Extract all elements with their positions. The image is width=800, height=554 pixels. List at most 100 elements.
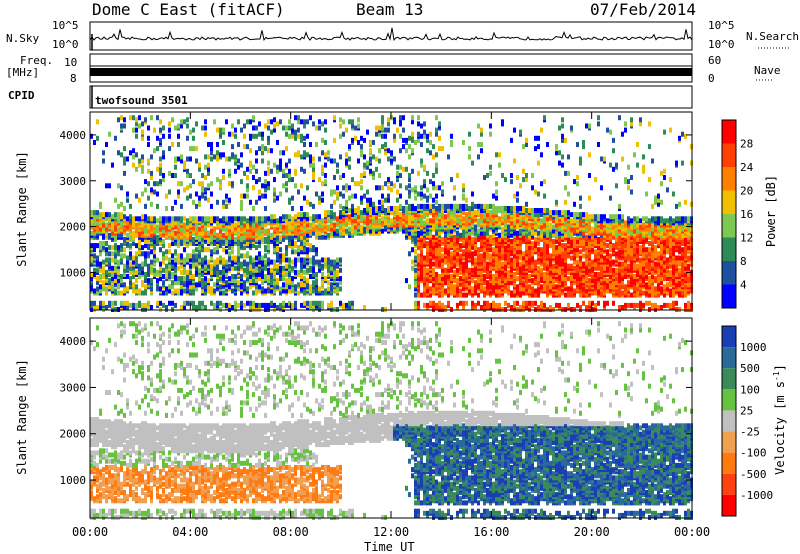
echo-cell [192, 249, 195, 255]
echo-cell [360, 144, 363, 150]
echo-cell [297, 127, 300, 133]
echo-cell [441, 146, 444, 152]
echo-cell [171, 280, 174, 286]
echo-cell [321, 234, 324, 240]
echo-cell [282, 274, 285, 279]
echo-cell [471, 305, 474, 310]
echo-cell [483, 243, 486, 249]
echo-cell [207, 216, 210, 222]
echo-cell [108, 261, 111, 267]
echo-cell [198, 249, 201, 255]
echo-cell [156, 239, 159, 244]
echo-cell [519, 249, 522, 255]
echo-cell [450, 210, 453, 216]
echo-cell [549, 222, 552, 228]
echo-cell [465, 197, 468, 203]
echo-cell [303, 150, 306, 156]
echo-cell [267, 278, 270, 284]
echo-cell [459, 263, 462, 269]
echo-cell [147, 195, 150, 201]
echo-cell [150, 265, 153, 271]
echo-cell [264, 236, 267, 242]
echo-cell [420, 142, 423, 147]
echo-cell [93, 216, 96, 222]
echo-cell [444, 288, 447, 294]
echo-cell [570, 263, 573, 269]
echo-cell [336, 282, 339, 288]
echo-cell [540, 208, 543, 213]
echo-cell [309, 115, 312, 121]
echo-cell [105, 212, 108, 218]
echo-cell [510, 239, 513, 244]
echo-cell [573, 201, 576, 207]
echo-cell [327, 257, 330, 263]
echo-cell [372, 170, 375, 176]
echo-cell [387, 185, 390, 191]
echo-cell [528, 230, 531, 236]
echo-cell [408, 183, 411, 189]
echo-cell [516, 249, 519, 255]
echo-cell [315, 191, 318, 197]
echo-cell [447, 280, 450, 286]
echo-cell [168, 146, 171, 152]
echo-cell [312, 280, 315, 286]
echo-cell [243, 193, 246, 199]
echo-cell [183, 119, 186, 125]
echo-cell [111, 222, 114, 228]
echo-cell [564, 232, 567, 238]
echo-cell [477, 142, 480, 147]
echo-cell [369, 168, 372, 174]
echo-cell [543, 276, 546, 282]
echo-cell [306, 199, 309, 205]
echo-cell [186, 300, 189, 306]
echo-cell [150, 175, 153, 180]
echo-cell [144, 251, 147, 257]
echo-cell [156, 234, 159, 240]
echo-cell [180, 158, 183, 164]
echo-cell [282, 269, 285, 275]
echo-cell [162, 259, 165, 265]
echo-cell [426, 255, 429, 261]
echo-cell [375, 206, 378, 211]
echo-cell [435, 168, 438, 174]
echo-cell [264, 170, 267, 176]
echo-cell [132, 241, 135, 246]
echo-cell [123, 156, 126, 162]
echo-cell [552, 263, 555, 269]
echo-cell [186, 117, 189, 123]
echo-cell [474, 243, 477, 249]
echo-cell [333, 115, 336, 121]
echo-cell [180, 203, 183, 209]
echo-cell [264, 288, 267, 294]
echo-cell [291, 123, 294, 129]
echo-cell [210, 263, 213, 269]
echo-cell [99, 212, 102, 218]
echo-cell [174, 164, 177, 170]
echo-cell [525, 300, 528, 306]
echo-cell [246, 265, 249, 271]
echo-cell [183, 300, 186, 306]
echo-cell [573, 265, 576, 271]
echo-cell [429, 247, 432, 253]
echo-cell [126, 216, 129, 222]
echo-cell [498, 152, 501, 158]
echo-cell [351, 193, 354, 199]
echo-cell [279, 191, 282, 197]
echo-cell [441, 220, 444, 226]
echo-cell [408, 251, 411, 257]
echo-cell [483, 300, 486, 306]
echo-cell [300, 119, 303, 125]
echo-cell [504, 253, 507, 259]
echo-cell [570, 255, 573, 261]
echo-cell [228, 220, 231, 226]
echo-cell [264, 193, 267, 199]
echo-cell [288, 234, 291, 240]
echo-cell [276, 263, 279, 269]
echo-cell [234, 236, 237, 242]
echo-cell [162, 251, 165, 257]
echo-cell [144, 203, 147, 209]
echo-cell [357, 206, 360, 211]
echo-cell [240, 162, 243, 168]
echo-cell [309, 162, 312, 168]
echo-cell [363, 193, 366, 199]
